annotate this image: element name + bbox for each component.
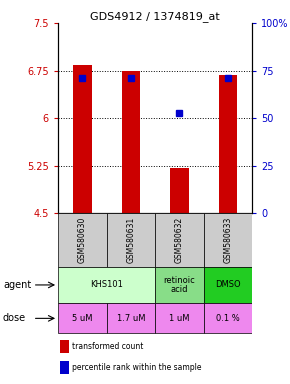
Text: DMSO: DMSO	[215, 280, 241, 290]
Text: 0.1 %: 0.1 %	[216, 314, 240, 323]
Text: 1 uM: 1 uM	[169, 314, 190, 323]
Bar	[155, 266, 204, 303]
Bar	[58, 213, 106, 266]
Text: dose: dose	[3, 313, 26, 323]
Bar	[106, 303, 155, 333]
Bar	[204, 213, 252, 266]
Bar	[73, 65, 92, 213]
Text: 5 uM: 5 uM	[72, 314, 93, 323]
Text: percentile rank within the sample: percentile rank within the sample	[72, 362, 201, 372]
Text: agent: agent	[3, 280, 31, 290]
Text: GSM580631: GSM580631	[126, 217, 135, 263]
Text: GSM580630: GSM580630	[78, 217, 87, 263]
Bar	[58, 266, 155, 303]
Text: GSM580632: GSM580632	[175, 217, 184, 263]
Bar	[219, 75, 237, 213]
Text: GSM580633: GSM580633	[224, 217, 233, 263]
Bar	[106, 213, 155, 266]
Bar	[58, 303, 106, 333]
Title: GDS4912 / 1374819_at: GDS4912 / 1374819_at	[90, 11, 220, 22]
Bar	[204, 266, 252, 303]
Text: retinoic
acid: retinoic acid	[164, 276, 195, 294]
Bar	[204, 303, 252, 333]
Bar	[155, 303, 204, 333]
Bar	[170, 167, 189, 213]
Bar	[60, 340, 69, 353]
Bar	[122, 71, 140, 213]
Text: KHS101: KHS101	[90, 280, 123, 290]
Text: 1.7 uM: 1.7 uM	[117, 314, 145, 323]
Text: transformed count: transformed count	[72, 342, 143, 351]
Bar	[155, 213, 204, 266]
Bar	[60, 361, 69, 374]
